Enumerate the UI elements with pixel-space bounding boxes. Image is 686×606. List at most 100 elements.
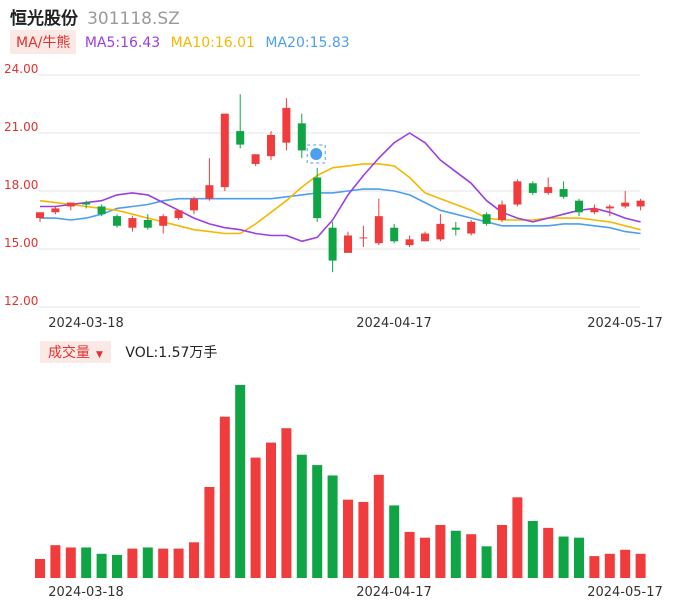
candle-body xyxy=(636,200,645,207)
candle-body xyxy=(421,233,429,242)
stock-name: 恒光股份 xyxy=(10,9,78,29)
x-date-label: 2024-04-17 xyxy=(356,316,432,331)
volume-bar xyxy=(543,527,554,578)
candle-body xyxy=(251,154,260,164)
volume-bar xyxy=(404,531,415,578)
volume-bar xyxy=(481,546,492,578)
x-date-label: 2024-05-17 xyxy=(587,316,663,331)
stock-code: 301118.SZ xyxy=(87,9,180,29)
volume-bar xyxy=(204,486,215,578)
stock-header: 恒光股份 301118.SZ xyxy=(10,4,180,29)
candle-body xyxy=(82,202,91,205)
volume-bar xyxy=(604,553,615,578)
candle-body xyxy=(267,134,275,157)
y-tick-label: 18.00 xyxy=(4,178,38,192)
x-date-label: 2024-03-18 xyxy=(48,316,124,331)
volume-bar xyxy=(173,548,184,578)
volume-bar xyxy=(343,499,353,578)
volume-bar xyxy=(389,505,400,578)
x-date-label: 2024-05-17 xyxy=(587,585,663,600)
y-tick-label: 15.00 xyxy=(4,236,38,250)
x-date-label: 2024-03-18 xyxy=(48,585,124,600)
volume-bar xyxy=(497,524,507,578)
volume-bar xyxy=(558,536,569,578)
volume-bar xyxy=(620,549,631,578)
volume-bar xyxy=(435,524,446,578)
volume-bar xyxy=(50,545,61,578)
ma10-value: MA10:16.01 xyxy=(170,35,255,51)
candle-body xyxy=(51,208,60,213)
ma10-line xyxy=(39,163,641,235)
badge-frame xyxy=(306,144,326,164)
candle-body xyxy=(97,206,106,215)
volume-bar xyxy=(589,556,600,578)
ma5-value: MA5:16.43 xyxy=(84,35,161,51)
candle-body xyxy=(359,237,368,239)
candle-body xyxy=(313,177,322,219)
ma5-line xyxy=(40,132,641,243)
candle-body xyxy=(205,185,214,199)
volume-bar xyxy=(219,416,230,578)
volume-bar xyxy=(312,465,323,578)
candle-body xyxy=(190,198,198,211)
y-tick-label: 24.00 xyxy=(4,62,38,76)
volume-bar xyxy=(466,534,477,578)
volume-bar xyxy=(189,542,199,578)
volume-bar xyxy=(35,558,45,578)
candle-body xyxy=(328,227,337,261)
candle-body xyxy=(605,206,614,209)
candle-body xyxy=(66,202,75,207)
volume-bar xyxy=(420,537,430,578)
volume-bar xyxy=(112,554,122,578)
candle-body xyxy=(36,212,44,219)
shield-badge-icon xyxy=(310,148,323,160)
caret-down-icon: ▼ xyxy=(96,350,103,360)
volume-bar xyxy=(81,547,92,578)
candle-body xyxy=(113,216,121,226)
volume-bar xyxy=(266,442,276,578)
volume-bar xyxy=(527,520,538,578)
y-tick-label: 12.00 xyxy=(4,294,38,308)
candle-body xyxy=(513,181,522,205)
volume-bar xyxy=(373,474,384,578)
volume-bar xyxy=(65,547,76,578)
volume-bar xyxy=(250,457,261,578)
y-tick-label: 21.00 xyxy=(4,120,38,134)
candle-body xyxy=(498,204,506,220)
volume-toggle-label: 成交量 xyxy=(48,345,90,361)
ma-legend: MA/牛熊 MA5:16.43 MA10:16.01 MA20:15.83 xyxy=(10,30,356,54)
volume-bar xyxy=(574,537,584,578)
volume-bar xyxy=(158,548,169,578)
candle-body xyxy=(236,131,245,145)
candle-body xyxy=(528,183,537,193)
candle-body xyxy=(159,216,168,226)
candle-body xyxy=(575,200,583,213)
ma-toggle-button[interactable]: MA/牛熊 xyxy=(10,30,77,54)
candle-body xyxy=(344,235,352,253)
volume-bar xyxy=(358,501,369,578)
candle-body xyxy=(174,210,183,219)
candle-body xyxy=(405,239,414,246)
volume-bar xyxy=(450,530,461,578)
volume-bar xyxy=(281,428,292,578)
volume-bar xyxy=(512,497,523,578)
candle-body xyxy=(220,113,229,188)
candle-body xyxy=(467,221,476,234)
candle-body xyxy=(282,107,291,143)
ma20-line xyxy=(40,188,641,235)
candle-body xyxy=(390,227,399,242)
volume-bar xyxy=(327,475,338,578)
volume-bar xyxy=(96,553,107,578)
ma20-value: MA20:15.83 xyxy=(265,35,350,51)
volume-toggle-button[interactable]: 成交量 ▼ xyxy=(40,341,111,363)
candle-body xyxy=(128,218,137,228)
candle-body xyxy=(451,227,460,230)
x-date-label: 2024-04-17 xyxy=(356,585,432,600)
candle-body xyxy=(544,187,553,193)
candle-body xyxy=(559,189,568,197)
volume-bar xyxy=(235,385,246,578)
candle-body xyxy=(590,208,599,213)
volume-value: VOL:1.57万手 xyxy=(125,345,218,361)
volume-legend: 成交量 ▼ VOL:1.57万手 xyxy=(40,341,217,363)
